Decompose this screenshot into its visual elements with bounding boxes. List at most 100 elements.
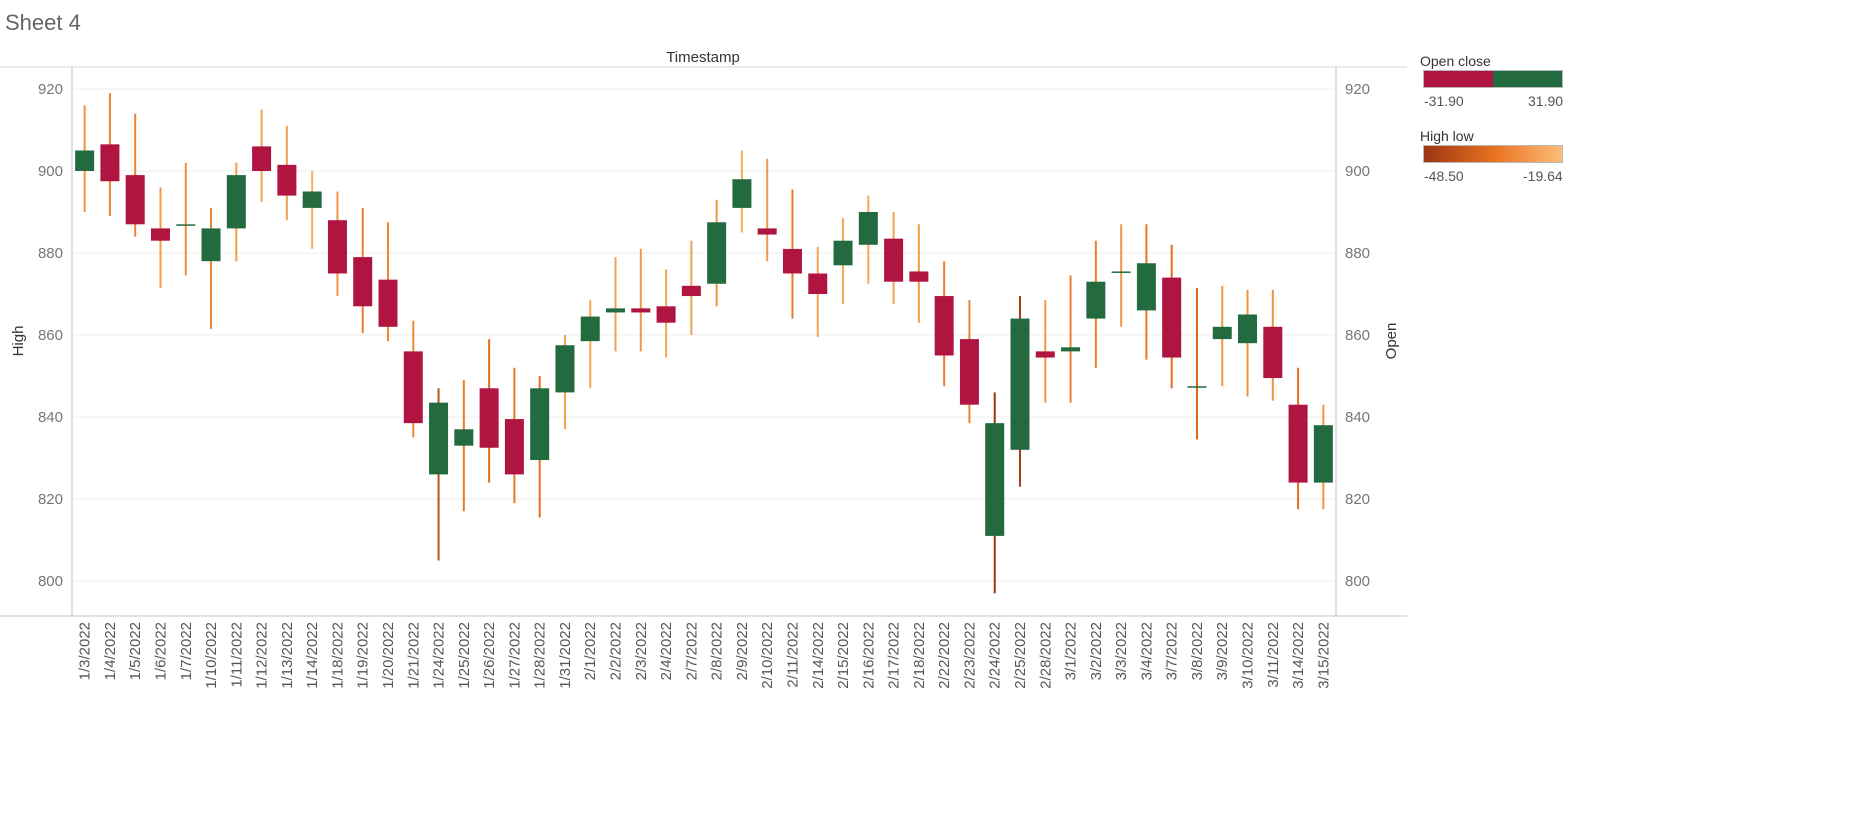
candle-body xyxy=(1288,404,1308,483)
x-tick-label: 1/31/2022 xyxy=(557,622,574,689)
x-tick-label: 2/23/2022 xyxy=(961,622,978,689)
candle-body xyxy=(1035,351,1055,358)
candle-body xyxy=(1061,347,1081,352)
x-tick-label: 1/7/2022 xyxy=(178,622,195,680)
candle-body xyxy=(555,345,575,393)
candle-body xyxy=(606,308,626,313)
candle-body xyxy=(757,228,777,235)
x-tick-label: 1/14/2022 xyxy=(304,622,321,689)
x-tick-label: 1/27/2022 xyxy=(506,622,523,689)
x-tick-label: 2/22/2022 xyxy=(936,622,953,689)
candlestick-chart: Timestamp 800 820 840 860 880 900 920 800 820 84… xyxy=(0,49,1407,689)
x-tick-label: 3/7/2022 xyxy=(1164,622,1181,680)
legend-open-close-title: Open close xyxy=(1420,53,1491,69)
legend-high-low-title: High low xyxy=(1420,128,1474,144)
candle-body xyxy=(1111,271,1131,273)
candle-body xyxy=(681,285,701,297)
candle-body xyxy=(75,150,95,171)
x-tick-label: 2/10/2022 xyxy=(759,622,776,689)
x-tick-label: 2/7/2022 xyxy=(683,622,700,680)
candle-body xyxy=(909,271,929,282)
chart-title: Timestamp xyxy=(666,49,740,66)
candle-body xyxy=(100,144,120,182)
candle-body xyxy=(201,228,221,262)
x-tick-label: 2/25/2022 xyxy=(1012,622,1029,689)
y-tick-label-left: 860 xyxy=(38,327,63,344)
x-tick-label: 2/28/2022 xyxy=(1037,622,1054,689)
candle-body xyxy=(580,316,600,342)
candle-body xyxy=(808,273,828,294)
x-tick-label: 2/3/2022 xyxy=(633,622,650,680)
y-axis-left-ticks: 800 820 840 860 880 900 920 xyxy=(38,81,63,590)
x-tick-label: 3/10/2022 xyxy=(1240,622,1257,689)
x-tick-label: 1/4/2022 xyxy=(102,622,119,680)
x-tick-label: 2/11/2022 xyxy=(784,622,801,688)
x-tick-label: 1/3/2022 xyxy=(77,622,94,680)
candle-body xyxy=(631,308,651,313)
x-tick-label: 1/6/2022 xyxy=(152,622,169,680)
x-tick-label: 2/15/2022 xyxy=(835,622,852,689)
x-axis-date-labels: 1/3/2022 1/4/2022 1/5/2022 1/6/2022 1/7/2022… xyxy=(77,622,1333,689)
candle-body xyxy=(833,240,853,266)
x-tick-label: 1/19/2022 xyxy=(355,622,372,689)
y-tick-label-right: 820 xyxy=(1345,491,1370,508)
x-tick-label: 1/24/2022 xyxy=(431,622,448,689)
candle-body xyxy=(530,388,550,461)
candle-body xyxy=(504,419,524,475)
y-tick-label-right: 840 xyxy=(1345,409,1370,426)
candle-body xyxy=(150,228,170,241)
candle-body xyxy=(277,164,297,196)
candle-body xyxy=(959,339,979,405)
candle-body xyxy=(782,248,802,274)
x-tick-label: 1/26/2022 xyxy=(481,622,498,689)
candle-body xyxy=(985,423,1005,536)
y-tick-label-left: 800 xyxy=(38,573,63,590)
candle-body xyxy=(429,402,449,475)
candle-body xyxy=(1136,263,1156,311)
x-tick-label: 3/4/2022 xyxy=(1138,622,1155,680)
candle-body xyxy=(1010,318,1030,450)
x-tick-label: 3/3/2022 xyxy=(1113,622,1130,680)
candle-body xyxy=(1162,277,1182,358)
legend-open-close-min: -31.90 xyxy=(1424,93,1464,109)
candle-body xyxy=(858,212,878,245)
y-tick-label-left: 880 xyxy=(38,245,63,262)
candle-body xyxy=(125,175,145,225)
legend-high-low-bar xyxy=(1423,145,1563,163)
legend-open-close-bar xyxy=(1423,70,1563,88)
candle-body xyxy=(1238,314,1258,344)
x-tick-label: 1/18/2022 xyxy=(329,622,346,689)
candle-body xyxy=(934,296,954,356)
y-axis-title-left: High xyxy=(10,326,27,357)
x-tick-label: 2/14/2022 xyxy=(810,622,827,689)
x-tick-label: 1/5/2022 xyxy=(127,622,144,680)
legend-open-close-max: 31.90 xyxy=(1528,93,1564,109)
y-tick-label-right: 800 xyxy=(1345,573,1370,590)
x-tick-label: 1/25/2022 xyxy=(456,622,473,689)
y-tick-label-right: 900 xyxy=(1345,163,1370,180)
x-tick-label: 2/24/2022 xyxy=(987,622,1004,689)
candle-body xyxy=(707,222,727,284)
candle-body xyxy=(327,220,347,274)
y-tick-label-left: 900 xyxy=(38,163,63,180)
candle-body xyxy=(732,179,752,208)
x-tick-label: 2/9/2022 xyxy=(734,622,751,680)
x-tick-label: 2/2/2022 xyxy=(608,622,625,680)
candle-body xyxy=(1212,326,1232,340)
x-tick-label: 1/28/2022 xyxy=(532,622,549,689)
y-axis-right-ticks: 800 820 840 860 880 900 920 xyxy=(1345,81,1370,590)
y-axis-title-right: Open xyxy=(1383,323,1400,360)
gridlines xyxy=(72,88,1336,582)
candle-body xyxy=(1263,326,1283,379)
y-tick-label-left: 820 xyxy=(38,491,63,508)
legend-high-low-min: -48.50 xyxy=(1424,168,1464,184)
x-tick-label: 1/11/2022 xyxy=(228,622,245,688)
candle-body xyxy=(378,279,398,327)
candle-bodies xyxy=(75,144,1333,536)
x-tick-label: 3/1/2022 xyxy=(1063,622,1080,680)
candle-body xyxy=(1313,425,1333,483)
x-tick-label: 3/9/2022 xyxy=(1214,622,1231,680)
candle-body xyxy=(884,238,904,282)
candle-body xyxy=(302,191,322,208)
x-tick-label: 3/8/2022 xyxy=(1189,622,1206,680)
